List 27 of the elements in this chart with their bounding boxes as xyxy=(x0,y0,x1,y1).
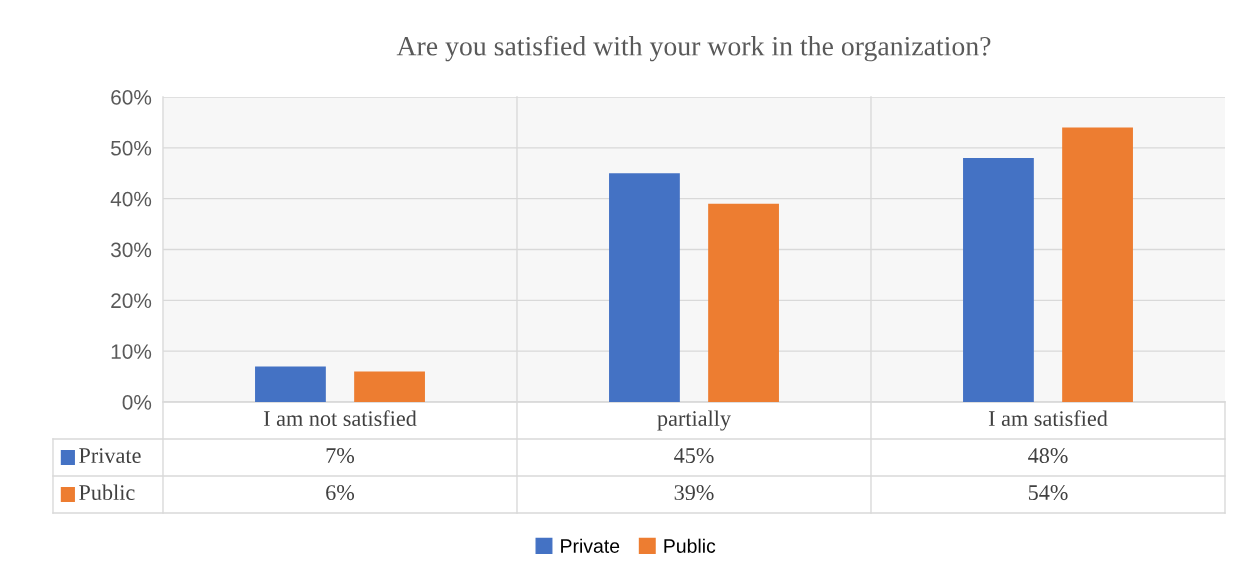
legend-label: Public xyxy=(664,538,716,553)
bar xyxy=(255,366,326,402)
bar xyxy=(609,173,680,402)
x-tick-label: I am not satisfied xyxy=(263,410,417,427)
chart-title: Are you satisfied with your work in the organization? xyxy=(396,35,991,62)
data-label: 39% xyxy=(674,485,714,501)
x-tick-label: partially xyxy=(657,410,731,431)
y-tick-label: 50% xyxy=(111,140,152,156)
data-label: 45% xyxy=(674,448,714,464)
y-tick-label: 30% xyxy=(110,242,152,258)
bar xyxy=(1062,127,1133,402)
y-tick-label: 10% xyxy=(111,344,152,359)
y-tick-label: 60% xyxy=(111,90,152,105)
bar xyxy=(708,203,779,402)
legend-label: Private xyxy=(79,448,141,464)
data-label: 6% xyxy=(326,485,355,501)
data-label: 54% xyxy=(1028,485,1068,501)
x-tick-label: I am satisfied xyxy=(988,410,1108,427)
bar xyxy=(963,158,1034,402)
text: Private xyxy=(561,538,620,553)
bar xyxy=(354,371,425,402)
data-label: 48% xyxy=(1028,448,1068,464)
y-tick-label: 0% xyxy=(122,395,152,410)
y-tick-label: 20% xyxy=(111,293,152,309)
data-label: 7% xyxy=(326,448,355,464)
text: Public xyxy=(79,484,135,501)
y-tick-label: 40% xyxy=(110,191,152,207)
